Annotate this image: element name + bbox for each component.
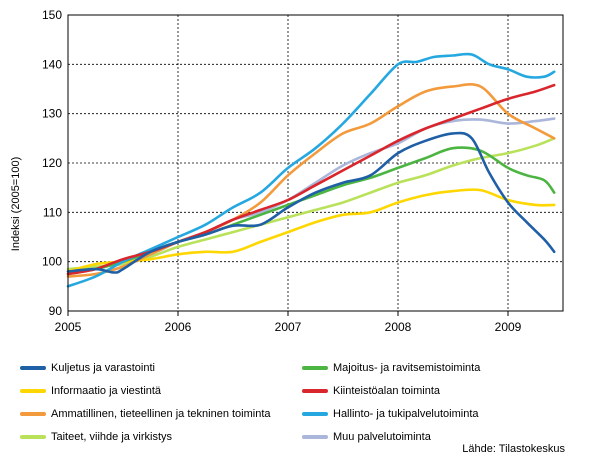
y-tick-label: 140 xyxy=(42,57,62,71)
y-axis-label: Indeksi (2005=100) xyxy=(10,157,22,251)
series-line-4 xyxy=(66,137,556,271)
y-tick-label: 130 xyxy=(42,107,62,121)
legend-item: Informaatio ja viestintä xyxy=(20,381,161,401)
source-note: Lähde: Tilastokeskus xyxy=(462,443,565,455)
legend-item: Hallinto- ja tukipalvelutoiminta xyxy=(302,404,479,424)
legend-item: Ammatillinen, tieteellinen ja tekninen t… xyxy=(20,404,271,424)
y-tick-label: 100 xyxy=(42,255,62,269)
x-axis-ticks: 2005 2006 2007 2008 2009 xyxy=(55,311,522,334)
legend-label: Informaatio ja viestintä xyxy=(51,385,162,397)
legend-swatch xyxy=(302,435,328,439)
legend-label: Kuljetus ja varastointi xyxy=(51,362,155,374)
legend-label: Hallinto- ja tukipalvelutoiminta xyxy=(333,408,479,420)
legend-item: Taiteet, viihde ja virkistys xyxy=(20,427,172,447)
x-tick-label: 2009 xyxy=(495,320,522,334)
legend-label: Kiinteistöalan toiminta xyxy=(333,385,441,397)
y-tick-label: 150 xyxy=(42,8,62,22)
gridlines xyxy=(68,15,563,311)
legend-swatch xyxy=(20,435,46,439)
legend-swatch xyxy=(302,366,328,370)
series-line-3 xyxy=(66,83,556,278)
legend-item: Majoitus- ja ravitsemistoiminta xyxy=(302,358,480,378)
y-tick-label: 90 xyxy=(49,304,63,318)
x-tick-label: 2005 xyxy=(55,320,82,334)
plot-frame xyxy=(67,14,564,312)
y-tick-label: 110 xyxy=(43,205,62,219)
series-line-2 xyxy=(66,188,556,273)
legend-swatch xyxy=(20,412,46,416)
series-layer xyxy=(66,52,556,288)
legend-item: Kiinteistöalan toiminta xyxy=(302,381,440,401)
series-line-1 xyxy=(66,131,556,274)
legend-swatch xyxy=(20,389,46,393)
y-tick-label: 120 xyxy=(42,156,62,170)
legend-label: Majoitus- ja ravitsemistoiminta xyxy=(333,362,481,374)
x-tick-label: 2008 xyxy=(385,320,412,334)
legend-swatch xyxy=(302,412,328,416)
legend-swatch xyxy=(302,389,328,393)
legend-item: Kuljetus ja varastointi xyxy=(20,358,155,378)
series-line-7 xyxy=(66,52,556,288)
legend-swatch xyxy=(20,366,46,370)
legend-label: Taiteet, viihde ja virkistys xyxy=(51,431,173,443)
legend-label: Muu palvelutoiminta xyxy=(333,431,431,443)
y-axis-ticks: 90 100 110 120 130 140 150 xyxy=(42,8,62,318)
legend-item: Muu palvelutoiminta xyxy=(302,427,431,447)
x-tick-label: 2006 xyxy=(165,320,192,334)
x-tick-label: 2007 xyxy=(275,320,302,334)
legend-label: Ammatillinen, tieteellinen ja tekninen t… xyxy=(51,408,271,420)
